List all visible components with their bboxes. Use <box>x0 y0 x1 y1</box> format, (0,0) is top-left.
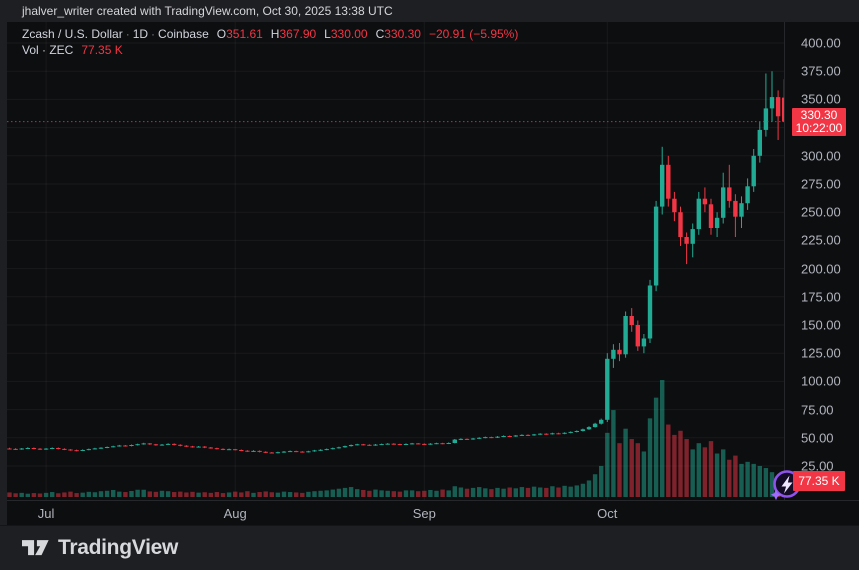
price-tick-label: 275.00 <box>801 176 841 192</box>
price-tick-label: 150.00 <box>801 317 841 333</box>
time-axis-label: Sep <box>412 506 436 521</box>
price-tick-label: 375.00 <box>801 63 841 79</box>
brand-bar: TradingView <box>0 525 859 570</box>
legend-ohlc-item: C330.30 <box>375 27 421 41</box>
chart-panel: Zcash / U.S. Dollar · 1D · Coinbase O351.61 H3… <box>7 22 859 525</box>
price-tick-label: 350.00 <box>801 91 841 107</box>
volume-value: 77.35 K <box>81 43 123 57</box>
price-tick-label: 50.00 <box>801 430 834 446</box>
attribution-text: jhalver_writer created with TradingView.… <box>22 4 393 18</box>
legend-ohlc-item: L330.00 <box>324 27 368 41</box>
volume-bars <box>7 380 784 497</box>
price-tick-label: 125.00 <box>801 345 841 361</box>
time-axis-label: Aug <box>223 506 247 521</box>
price-tick-label: 175.00 <box>801 289 841 305</box>
candlestick-chart[interactable] <box>7 22 784 500</box>
symbol-title[interactable]: Zcash / U.S. Dollar <box>22 27 123 41</box>
legend-row-symbol: Zcash / U.S. Dollar · 1D · Coinbase O351.61 H3… <box>22 26 518 42</box>
price-axis[interactable]: 400.00375.00350.00325.00300.00275.00250.… <box>784 22 859 500</box>
tradingview-logo-icon[interactable] <box>22 537 49 559</box>
legend-row-volume: Vol · ZEC 77.35 K <box>22 42 518 58</box>
legend-separator: · <box>125 27 130 41</box>
brand-name[interactable]: TradingView <box>58 536 179 559</box>
time-axis-label: Jul <box>37 506 55 521</box>
last-price-badge: 330.30 10:22:00 <box>792 108 846 136</box>
last-price: 330.30 <box>800 108 838 122</box>
candles <box>7 71 784 454</box>
interval-label[interactable]: 1D <box>132 27 149 41</box>
legend-ohlc-item: O351.61 <box>216 27 263 41</box>
price-tick-label: 75.00 <box>801 402 834 418</box>
legend-ohlc: O351.61 H367.90 L330.00 C330.30 <box>209 27 421 41</box>
exchange-label: Coinbase <box>158 27 209 41</box>
price-tick-label: 300.00 <box>801 148 841 164</box>
attribution-bar: jhalver_writer created with TradingView.… <box>0 0 859 22</box>
price-tick-label: 200.00 <box>801 261 841 277</box>
legend-ohlc-item: H367.90 <box>270 27 317 41</box>
time-axis[interactable]: Jul Aug Sep Oct <box>7 500 859 526</box>
volume-label: Vol · ZEC <box>22 43 74 57</box>
price-tick-label: 250.00 <box>801 204 841 220</box>
volume-badge: 77.35 K <box>793 471 845 491</box>
chart-legend: Zcash / U.S. Dollar · 1D · Coinbase O351.61 H3… <box>22 26 518 58</box>
price-tick-label: 225.00 <box>801 232 841 248</box>
time-axis-label: Oct <box>597 506 618 521</box>
price-tick-label: 400.00 <box>801 35 841 51</box>
legend-change: −20.91 (−5.95%) <box>428 27 519 41</box>
bar-countdown: 10:22:00 <box>795 121 843 135</box>
price-tick-label: 100.00 <box>801 373 841 389</box>
legend-separator: · <box>151 27 156 41</box>
price-tick-label: 25.00 <box>801 458 834 474</box>
